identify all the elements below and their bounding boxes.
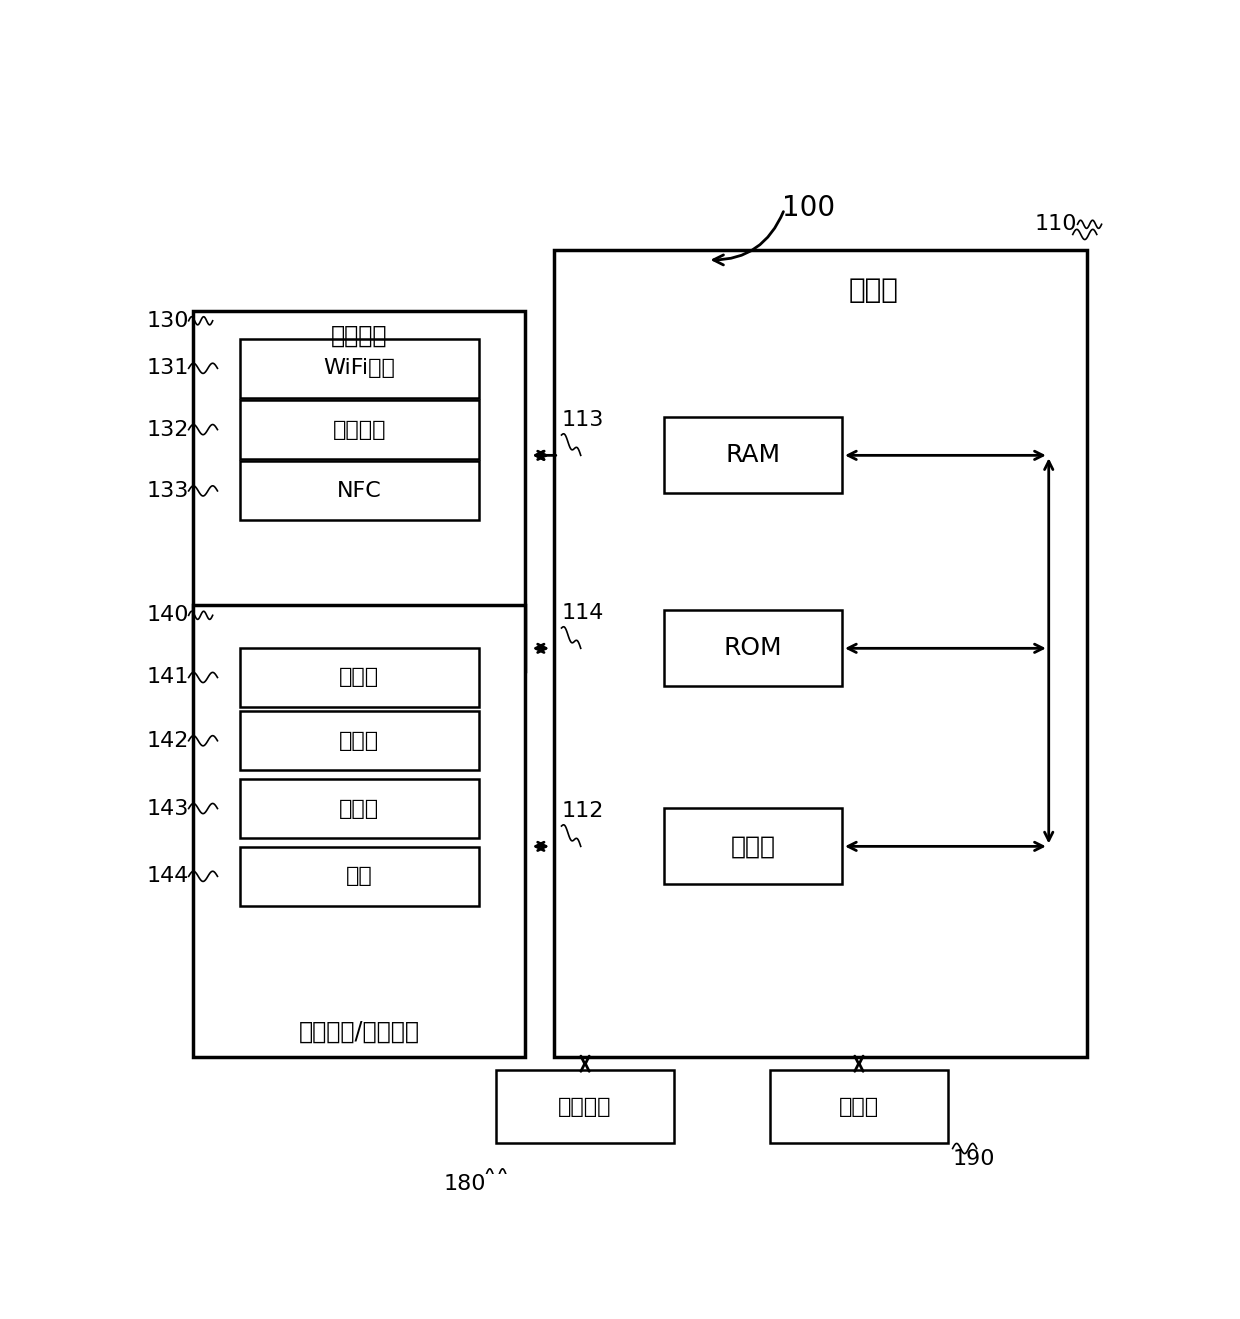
Bar	[193, 605, 525, 1057]
Text: 触摸板: 触摸板	[340, 731, 379, 751]
Text: 114: 114	[562, 603, 604, 623]
Text: 141: 141	[146, 667, 188, 687]
Bar	[770, 1070, 947, 1144]
Text: 113: 113	[562, 410, 604, 430]
Text: 144: 144	[146, 867, 188, 886]
Text: 控制器: 控制器	[849, 276, 899, 305]
Text: 131: 131	[146, 359, 188, 379]
Text: RAM: RAM	[725, 443, 781, 467]
Text: 130: 130	[146, 311, 188, 331]
Text: WiFi芯片: WiFi芯片	[324, 359, 396, 379]
Text: 100: 100	[782, 194, 835, 222]
Text: 传感器: 传感器	[340, 798, 379, 819]
Text: 133: 133	[146, 481, 188, 501]
Bar	[665, 809, 842, 885]
Text: 190: 190	[952, 1149, 996, 1169]
Bar	[239, 711, 479, 770]
Text: 蓝牙模块: 蓝牙模块	[332, 419, 386, 439]
Text: 110: 110	[1035, 214, 1078, 235]
Text: 用户输入/输出接口: 用户输入/输出接口	[299, 1020, 419, 1043]
Text: 处理器: 处理器	[730, 835, 776, 859]
Text: 140: 140	[146, 605, 188, 625]
Text: 180: 180	[444, 1174, 486, 1194]
Bar	[665, 417, 842, 493]
Text: 143: 143	[146, 798, 188, 819]
Text: 通信接口: 通信接口	[331, 324, 387, 348]
Bar	[239, 400, 479, 459]
Text: NFC: NFC	[337, 481, 382, 501]
Bar	[554, 249, 1087, 1057]
Text: ROM: ROM	[724, 636, 782, 661]
Text: 按键: 按键	[346, 867, 372, 886]
Bar	[193, 310, 525, 671]
Bar	[239, 462, 479, 521]
Text: 供电电源: 供电电源	[558, 1097, 611, 1117]
Text: 麦克风: 麦克风	[340, 667, 379, 687]
Text: 142: 142	[146, 731, 188, 751]
Bar	[239, 648, 479, 707]
Text: 132: 132	[146, 419, 188, 439]
Bar	[665, 611, 842, 686]
Bar	[496, 1070, 675, 1144]
Bar	[239, 847, 479, 906]
Bar	[239, 339, 479, 398]
Text: 112: 112	[562, 801, 604, 820]
Text: 存储器: 存储器	[839, 1097, 879, 1117]
Bar	[239, 780, 479, 838]
